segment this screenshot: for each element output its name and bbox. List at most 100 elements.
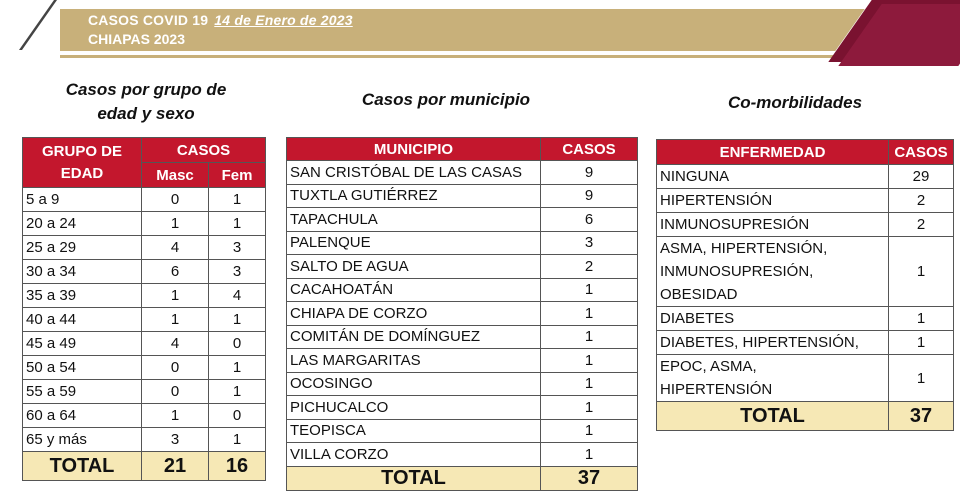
age-group-cell: 50 a 54 [22,355,142,380]
municipio-name-cell: SAN CRISTÓBAL DE LAS CASAS [286,160,541,185]
male-cases-cell: 6 [140,259,210,284]
age-col-female: Fem [208,162,266,188]
total-value: 37 [540,465,638,491]
age-group-cell: 5 a 9 [22,187,142,212]
female-cases-cell: 1 [208,211,266,236]
age-col-group: GRUPO DE EDAD [22,137,142,188]
table-row: 60 a 64 1 0 [22,403,266,428]
male-cases-cell: 4 [140,235,210,260]
male-cases-cell: 0 [140,187,210,212]
age-group-cell: 65 y más [22,427,142,452]
female-cases-cell: 1 [208,187,266,212]
disease-cases-cell: 2 [888,188,954,213]
disease-line: INMUNOSUPRESIÓN, [660,263,814,280]
municipio-name-cell: CACAHOATÁN [286,277,541,302]
disease-cell: NINGUNA [656,164,889,189]
municipio-cases-cell: 1 [540,277,638,302]
com-section-title: Co-morbilidades [727,93,863,112]
table-row: TEOPISCA 1 [286,418,638,443]
municipio-name-cell: SALTO DE AGUA [286,254,541,279]
municipio-name-cell: PALENQUE [286,230,541,255]
table-row: NINGUNA 29 [656,164,954,189]
header-subtitle: CHIAPAS 2023 [88,31,186,47]
table-row: SAN CRISTÓBAL DE LAS CASAS 9 [286,160,638,185]
female-cases-cell: 1 [208,379,266,404]
female-cases-cell: 0 [208,331,266,356]
table-row: 25 a 29 4 3 [22,235,266,260]
table-row: INMUNOSUPRESIÓN 2 [656,212,954,237]
female-cases-cell: 0 [208,403,266,428]
mun-table: MUNICIPIO CASOS SAN CRISTÓBAL DE LAS CAS… [286,137,638,491]
municipio-cases-cell: 2 [540,254,638,279]
table-row: EPOC, ASMA, HIPERTENSIÓN 1 [656,354,954,402]
disease-line: EPOC, ASMA, [660,358,757,375]
total-label: TOTAL [286,465,541,491]
table-row: HIPERTENSIÓN 2 [656,188,954,213]
age-group-cell: 40 a 44 [22,307,142,332]
disease-line: INMUNOSUPRESIÓN [660,216,810,233]
age-section-title: Casos por grupo de edad y sexo [65,80,227,123]
disease-line: NINGUNA [660,168,730,185]
female-cases-cell: 1 [208,307,266,332]
age-col-male: Masc [140,162,210,188]
municipio-name-cell: OCOSINGO [286,371,541,396]
mun-col-cases: CASOS [540,137,638,161]
com-col-disease: ENFERMEDAD [656,139,889,165]
municipio-name-cell: TUXTLA GUTIÉRREZ [286,183,541,208]
disease-cases-cell: 1 [888,236,954,307]
table-row: 55 a 59 0 1 [22,379,266,404]
header-corner-line [0,0,65,50]
municipio-cases-cell: 1 [540,395,638,420]
male-cases-cell: 1 [140,307,210,332]
female-cases-cell: 3 [208,235,266,260]
female-cases-cell: 4 [208,283,266,308]
age-group-cell: 30 a 34 [22,259,142,284]
disease-cases-cell: 29 [888,164,954,189]
age-col-cases: CASOS [141,137,266,163]
table-row: 65 y más 3 1 [22,427,266,452]
total-label: TOTAL [22,451,142,481]
table-row: 30 a 34 6 3 [22,259,266,284]
age-group-cell: 35 a 39 [22,283,142,308]
municipio-name-cell: TEOPISCA [286,418,541,443]
male-cases-cell: 1 [140,403,210,428]
municipio-name-cell: COMITÁN DE DOMÍNGUEZ [286,324,541,349]
municipio-cases-cell: 1 [540,418,638,443]
age-group-cell: 60 a 64 [22,403,142,428]
header-title: CASOS COVID 19 14 de Enero de 2023 [88,12,353,28]
mun-section-title: Casos por municipio [361,90,531,109]
table-row: CACAHOATÁN 1 [286,277,638,302]
table-row: VILLA CORZO 1 [286,442,638,467]
disease-cases-cell: 1 [888,354,954,402]
female-cases-cell: 1 [208,427,266,452]
disease-line: HIPERTENSIÓN [660,381,773,398]
disease-cell: DIABETES, HIPERTENSIÓN, [656,330,889,355]
municipio-name-cell: TAPACHULA [286,207,541,232]
municipio-cases-cell: 9 [540,183,638,208]
header-underline [60,55,890,58]
table-row: TUXTLA GUTIÉRREZ 9 [286,183,638,208]
mun-col-name: MUNICIPIO [286,137,541,161]
table-row: PALENQUE 3 [286,230,638,255]
disease-cases-cell: 1 [888,330,954,355]
table-row: CHIAPA DE CORZO 1 [286,301,638,326]
male-cases-cell: 3 [140,427,210,452]
age-table: GRUPO DE EDAD CASOS Masc Fem 5 a 9 0 1 20 a … [22,137,266,481]
age-group-cell: 55 a 59 [22,379,142,404]
disease-cases-cell: 2 [888,212,954,237]
total-value: 37 [888,401,954,431]
municipio-cases-cell: 1 [540,348,638,373]
disease-cell: EPOC, ASMA, HIPERTENSIÓN [656,354,889,402]
table-row: SALTO DE AGUA 2 [286,254,638,279]
municipio-name-cell: CHIAPA DE CORZO [286,301,541,326]
total-female: 16 [208,451,266,481]
total-label: TOTAL [656,401,889,431]
table-row: 45 a 49 4 0 [22,331,266,356]
age-group-cell: 45 a 49 [22,331,142,356]
table-row: DIABETES 1 [656,306,954,331]
municipio-cases-cell: 1 [540,371,638,396]
disease-line: OBESIDAD [660,286,738,303]
table-row: TAPACHULA 6 [286,207,638,232]
disease-cases-cell: 1 [888,306,954,331]
